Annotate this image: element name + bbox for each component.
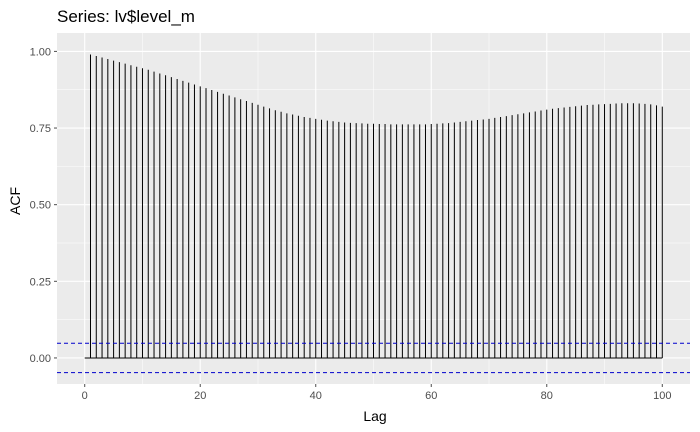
y-axis-title: ACF	[7, 187, 23, 215]
x-tick-label: 100	[653, 390, 671, 402]
x-tick-label: 20	[194, 390, 206, 402]
y-tick-label: 0.75	[30, 123, 51, 135]
x-axis-title: Lag	[363, 408, 386, 424]
y-axis-ticks: 0.00 0.25 0.50 0.75 1.00	[30, 46, 57, 365]
x-tick-label: 80	[541, 390, 553, 402]
x-tick-label: 40	[310, 390, 322, 402]
y-tick-label: 0.25	[30, 276, 51, 288]
x-axis-ticks: 0 20 40 60 80 100	[82, 384, 671, 402]
y-tick-label: 0.00	[30, 353, 51, 365]
acf-bars	[84, 54, 663, 359]
confidence-bounds	[57, 342, 690, 374]
chart-title: Series: lv$level_m	[57, 7, 195, 26]
y-tick-label: 1.00	[30, 46, 51, 58]
x-tick-label: 0	[82, 390, 88, 402]
x-tick-label: 60	[425, 390, 437, 402]
y-tick-label: 0.50	[30, 200, 51, 212]
